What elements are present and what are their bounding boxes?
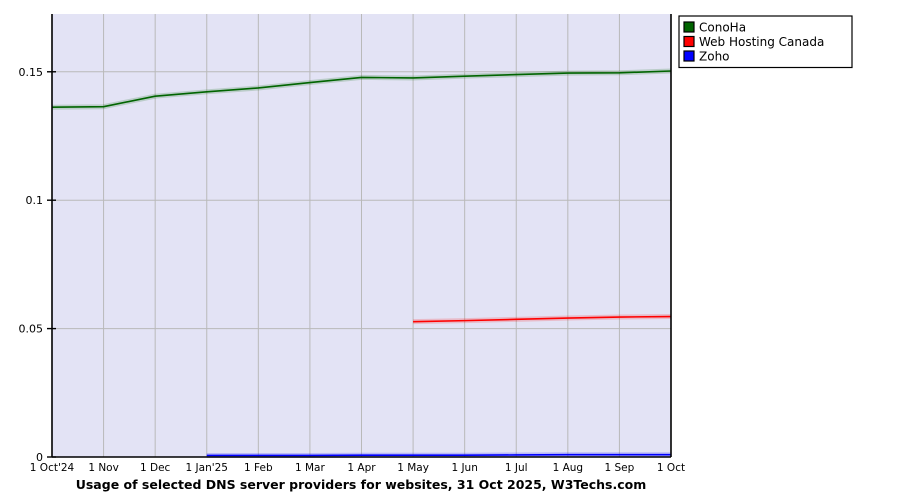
x-tick-label: 1 Dec <box>140 462 171 474</box>
series-lines <box>51 68 672 458</box>
x-tick-label: 1 Oct <box>657 462 685 474</box>
legend-swatch-web-hosting-canada[interactable] <box>683 35 695 48</box>
series-line-zoho <box>206 453 671 457</box>
y-tick-label: 0.15 <box>19 66 44 79</box>
x-tick-label: 1 Aug <box>553 462 584 474</box>
x-tick-label: 1 Feb <box>244 462 273 474</box>
series-line-web-hosting-canada <box>413 315 672 323</box>
chart-caption: Usage of selected DNS server providers f… <box>76 477 647 492</box>
x-gridlines <box>103 14 672 457</box>
y-tick-label: 0 <box>36 451 43 464</box>
y-tick-label: 0.05 <box>19 323 44 336</box>
legend-label-conoha[interactable]: ConoHa <box>699 21 746 35</box>
x-tick-label: 1 Nov <box>88 462 119 474</box>
y-tick-label: 0.1 <box>26 194 44 207</box>
x-tick-label: 1 Jun <box>451 462 477 474</box>
y-axis-ticks: 0 0.05 0.1 0.15 <box>19 66 56 464</box>
legend-swatch-zoho[interactable] <box>683 50 695 62</box>
x-tick-label: 1 May <box>397 462 429 474</box>
legend-label-zoho[interactable]: Zoho <box>699 50 730 64</box>
x-tick-label: 1 Jan'25 <box>186 462 228 474</box>
legend-label-web-hosting-canada[interactable]: Web Hosting Canada <box>699 35 824 49</box>
x-tick-label: 1 Jul <box>505 462 528 474</box>
x-tick-label: 1 Mar <box>295 462 326 474</box>
legend-box <box>678 15 853 69</box>
legend-swatch-conoha[interactable] <box>683 21 695 33</box>
series-line-conoha <box>51 70 672 109</box>
x-axis-ticks: 1 Oct'24 1 Nov 1 Dec 1 Jan'25 1 Feb 1 Mar 1 Ap… <box>30 462 685 474</box>
x-tick-label: 1 Sep <box>605 462 635 474</box>
x-tick-label: 1 Oct'24 <box>30 462 75 474</box>
x-tick-label: 1 Apr <box>347 462 376 474</box>
